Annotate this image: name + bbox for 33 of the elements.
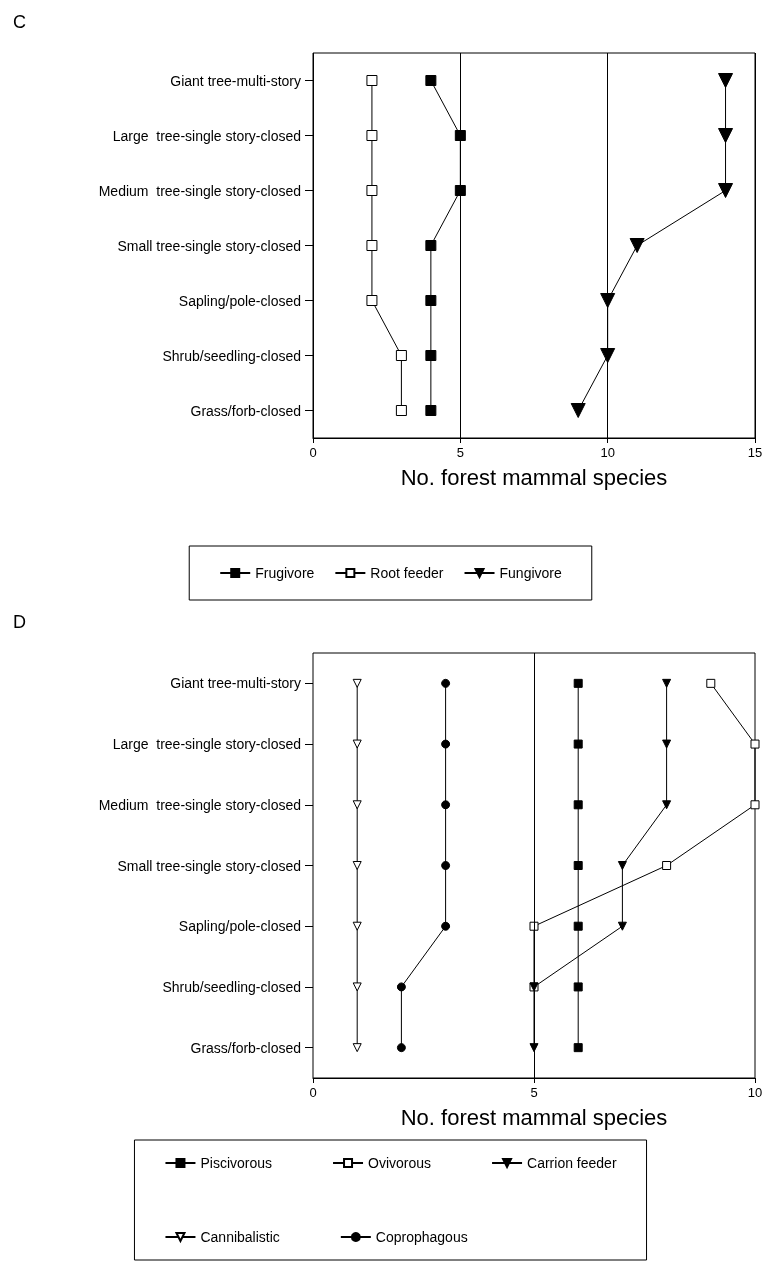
y-tick-label: Large tree-single story-closed: [112, 127, 301, 144]
legend-label: Root feeder: [370, 565, 444, 581]
text: D: [13, 612, 26, 632]
x-tick-label: 0: [309, 1085, 317, 1100]
y-tick-label: Sapling/pole-closed: [178, 918, 301, 935]
y-tick-label: Shrub/seedling-closed: [162, 347, 301, 364]
y-tick-label: Giant tree-multi-story: [170, 675, 301, 692]
y-tick-label: Small tree-single story-closed: [117, 237, 301, 254]
legend-label: Ovivorous: [368, 1155, 432, 1171]
y-tick-label: Medium tree-single story-closed: [98, 182, 301, 199]
legend-label: Cannibalistic: [200, 1229, 280, 1245]
legend-label: Fungivore: [499, 565, 562, 581]
x-tick-label: 15: [747, 445, 763, 460]
y-tick-label: Sapling/pole-closed: [178, 292, 301, 309]
y-tick-label: Grass/forb-closed: [190, 402, 301, 419]
legend-label: Piscivorous: [200, 1155, 273, 1171]
y-tick-label: Grass/forb-closed: [190, 1039, 301, 1056]
text: C: [13, 12, 26, 32]
legend-label: Coprophagous: [375, 1229, 468, 1245]
y-tick-label: Giant tree-multi-story: [170, 72, 301, 89]
x-axis-title: No. forest mammal species: [400, 1104, 668, 1130]
y-tick-label: Medium tree-single story-closed: [98, 796, 301, 813]
x-tick-label: 5: [456, 445, 464, 460]
x-axis-title: No. forest mammal species: [400, 464, 668, 490]
x-tick-label: 10: [747, 1085, 763, 1100]
y-tick-label: Shrub/seedling-closed: [162, 978, 301, 995]
x-tick-label: 10: [600, 445, 615, 460]
x-tick-label: 0: [309, 445, 317, 460]
y-tick-label: Small tree-single story-closed: [117, 857, 301, 874]
x-tick-label: 5: [530, 1085, 538, 1100]
legend-label: Carrion feeder: [527, 1155, 617, 1171]
y-tick-label: Large tree-single story-closed: [112, 736, 301, 753]
legend-label: Frugivore: [255, 565, 315, 581]
